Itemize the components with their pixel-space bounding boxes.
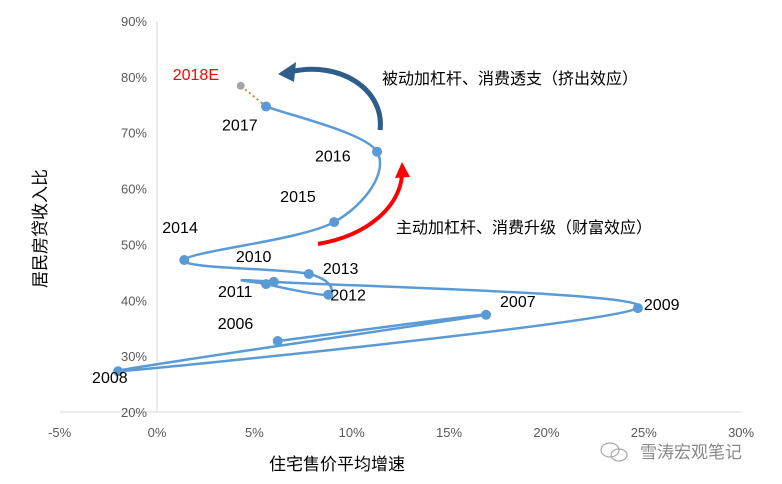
watermark: 雪涛宏观笔记 bbox=[640, 443, 742, 463]
annotation-passive: 被动加杠杆、消费透支（挤出效应） bbox=[382, 69, 638, 88]
point-label-2011: 2011 bbox=[218, 284, 253, 301]
point-label-2012: 2012 bbox=[330, 288, 366, 305]
y-tick-label: 40% bbox=[121, 293, 147, 308]
forecast-line bbox=[240, 85, 267, 108]
data-point-2015 bbox=[329, 217, 340, 228]
data-point-2012 bbox=[323, 289, 334, 300]
y-tick-label: 50% bbox=[121, 237, 147, 252]
annotation-active: 主动加杠杆、消费升级（财富效应） bbox=[396, 218, 652, 237]
forecast-point bbox=[236, 81, 245, 90]
data-point-2016 bbox=[372, 146, 383, 157]
point-label-2013: 2013 bbox=[323, 261, 359, 278]
x-tick-label: 30% bbox=[728, 425, 754, 440]
data-point-2010 bbox=[268, 276, 279, 287]
x-tick-label: 0% bbox=[148, 425, 167, 440]
series-line bbox=[115, 105, 641, 373]
data-point-2013 bbox=[303, 269, 314, 280]
point-label-2010: 2010 bbox=[236, 249, 272, 266]
point-label-2017: 2017 bbox=[222, 117, 258, 134]
point-label-2014: 2014 bbox=[162, 220, 198, 237]
point-label-2016: 2016 bbox=[315, 149, 351, 166]
y-axis-label: 居民房贷收入比 bbox=[31, 169, 51, 288]
point-label-2015: 2015 bbox=[280, 189, 316, 206]
passive-leverage-arrow bbox=[289, 66, 383, 131]
x-tick-label: 20% bbox=[533, 425, 559, 440]
y-tick-label: 60% bbox=[121, 182, 147, 197]
point-label-2009: 2009 bbox=[644, 297, 680, 314]
data-point-2009 bbox=[632, 303, 643, 314]
x-tick-label: 15% bbox=[436, 425, 462, 440]
point-label-2008: 2008 bbox=[92, 370, 128, 387]
active-leverage-arrowhead bbox=[395, 162, 410, 178]
point-label-2006: 2006 bbox=[218, 316, 254, 333]
y-tick-label: 70% bbox=[121, 126, 147, 141]
x-tick-label: 10% bbox=[339, 425, 365, 440]
data-point-2014 bbox=[179, 255, 190, 266]
data-point-2011 bbox=[261, 279, 272, 290]
y-tick-label: 80% bbox=[121, 70, 147, 85]
active-leverage-arrow bbox=[317, 174, 404, 246]
data-point-2006 bbox=[272, 336, 283, 347]
data-point-2017 bbox=[261, 101, 272, 112]
forecast-label: 2018E bbox=[173, 67, 219, 84]
point-label-2007: 2007 bbox=[500, 294, 536, 311]
wechat-icon bbox=[600, 442, 628, 462]
y-tick-label: 90% bbox=[121, 14, 147, 29]
y-tick-label: 20% bbox=[121, 405, 147, 420]
data-point-2008 bbox=[113, 366, 124, 377]
y-tick-label: 30% bbox=[121, 349, 147, 364]
x-tick-label: 5% bbox=[245, 425, 264, 440]
x-axis-label: 住宅售价平均增速 bbox=[269, 455, 405, 475]
data-point-2007 bbox=[481, 309, 492, 320]
x-tick-label: 25% bbox=[631, 425, 657, 440]
passive-leverage-arrowhead bbox=[278, 62, 296, 82]
x-tick-label: -5% bbox=[48, 425, 72, 440]
